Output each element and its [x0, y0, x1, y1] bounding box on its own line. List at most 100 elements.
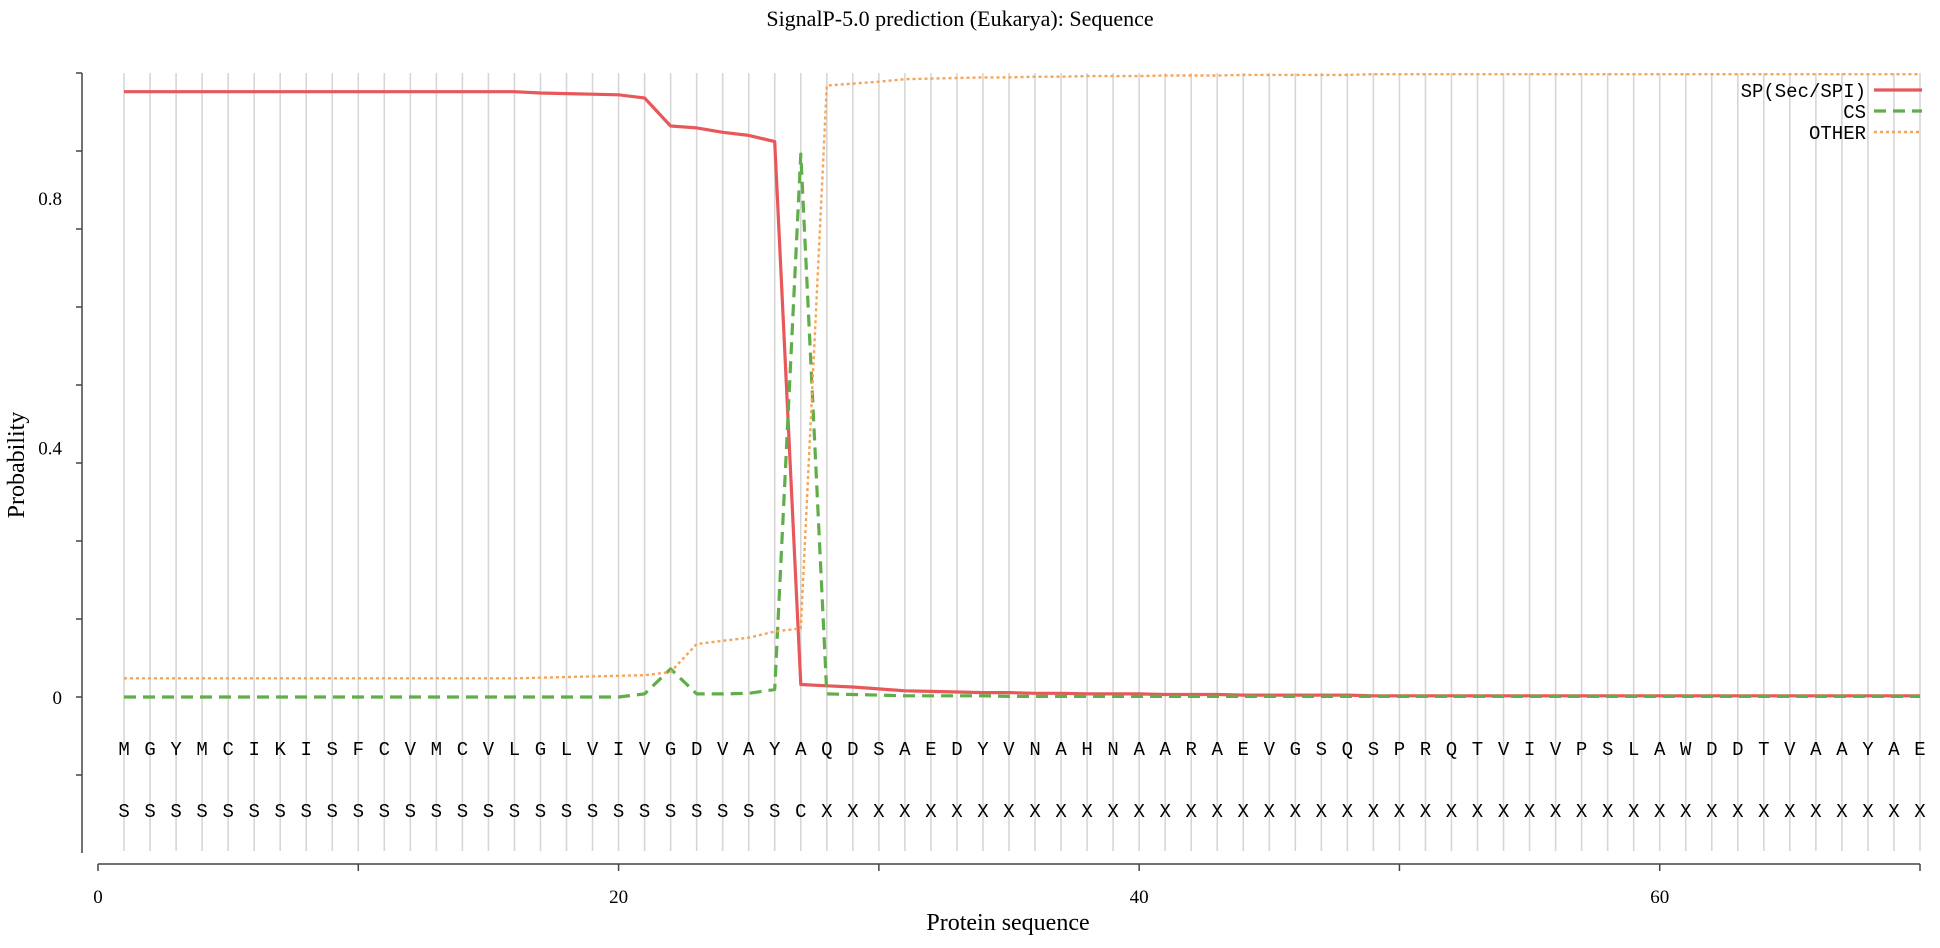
sequence-letter: T: [1472, 739, 1483, 761]
sequence-letter: K: [274, 739, 286, 761]
legend-label: OTHER: [1809, 123, 1866, 145]
y-tick-label: 0: [53, 688, 63, 709]
sequence-letter: V: [639, 739, 651, 761]
annotation-label: S: [665, 801, 676, 823]
annotation-label: X: [925, 801, 937, 823]
annotation-label: S: [717, 801, 728, 823]
sequence-letter: Q: [821, 739, 832, 761]
sequence-letter: C: [379, 739, 390, 761]
annotation-label: X: [1550, 801, 1562, 823]
sequence-letter: A: [899, 739, 911, 761]
sequence-letter: Y: [977, 739, 989, 761]
sequence-letter: A: [1888, 739, 1900, 761]
annotation-label: X: [1368, 801, 1380, 823]
annotation-label: X: [1316, 801, 1328, 823]
annotation-label: S: [431, 801, 442, 823]
annotation-label: X: [951, 801, 963, 823]
annotation-label: S: [248, 801, 259, 823]
series-layer: [124, 72, 1920, 699]
annotation-label: S: [457, 801, 468, 823]
annotation-label: C: [795, 801, 806, 823]
series-line-other: [124, 72, 1920, 680]
annotation-label: X: [1758, 801, 1770, 823]
grid-layer: [123, 73, 1921, 851]
annotation-label: X: [847, 801, 859, 823]
sequence-letter: A: [743, 739, 755, 761]
sequence-letter: G: [144, 739, 155, 761]
annotation-label: X: [1212, 801, 1224, 823]
sequence-letter: E: [925, 739, 936, 761]
x-tick-label: 60: [1650, 887, 1669, 908]
sequence-letter: Y: [769, 739, 781, 761]
sequence-letter: A: [1654, 739, 1666, 761]
annotation-label: S: [535, 801, 546, 823]
sequence-letter: A: [1133, 739, 1145, 761]
annotation-label: X: [1628, 801, 1640, 823]
y-tick-label: 0.4: [38, 438, 62, 459]
x-tick-label: 40: [1130, 887, 1149, 908]
sequence-letter: I: [301, 739, 312, 761]
annotation-label: S: [769, 801, 780, 823]
annotation-label: X: [1706, 801, 1718, 823]
sequence-letter: V: [717, 739, 729, 761]
annotation-label: X: [1836, 801, 1848, 823]
sequence-letter: L: [509, 739, 520, 761]
sequence-letter: R: [1185, 739, 1196, 761]
sequence-letter: M: [431, 739, 442, 761]
sequence-letter: V: [1498, 739, 1510, 761]
annotation-label: S: [379, 801, 390, 823]
annotation-label: X: [1264, 801, 1276, 823]
sequence-letter: N: [1107, 739, 1118, 761]
annotation-label: S: [327, 801, 338, 823]
sequence-letter: C: [457, 739, 468, 761]
annotation-label: X: [1810, 801, 1822, 823]
sequence-letter: C: [222, 739, 233, 761]
annotation-label: X: [1446, 801, 1458, 823]
annotation-label: X: [1029, 801, 1041, 823]
sequence-letter: S: [1316, 739, 1327, 761]
annotation-label: X: [1133, 801, 1145, 823]
annotation-label: X: [821, 801, 833, 823]
sequence-letter: A: [1212, 739, 1224, 761]
sequence-letter: I: [1524, 739, 1535, 761]
annotation-label: X: [1576, 801, 1588, 823]
annotation-label: S: [639, 801, 650, 823]
annotation-label: X: [1107, 801, 1119, 823]
chart-title: SignalP-5.0 prediction (Eukarya): Sequen…: [766, 6, 1153, 31]
sequence-letter: V: [483, 739, 495, 761]
annotation-label: X: [1524, 801, 1536, 823]
sequence-letter: D: [1732, 739, 1743, 761]
annotation-label: X: [1888, 801, 1900, 823]
annotation-label: X: [1654, 801, 1666, 823]
sequence-letter: P: [1394, 739, 1405, 761]
sequence-letter: T: [1758, 739, 1769, 761]
annotation-label: S: [561, 801, 572, 823]
sequence-letter: V: [1784, 739, 1796, 761]
legend-label: CS: [1843, 102, 1866, 124]
sequence-letter: A: [1055, 739, 1067, 761]
annotation-label: S: [274, 801, 285, 823]
annotation-label: X: [1055, 801, 1067, 823]
sequence-letter: A: [1810, 739, 1822, 761]
sequence-letter: G: [665, 739, 676, 761]
annotation-label: X: [1420, 801, 1432, 823]
y-axis-label: Probability: [4, 412, 30, 519]
sequence-letter: V: [405, 739, 417, 761]
annotation-label: S: [196, 801, 207, 823]
annotation-label: X: [1290, 801, 1302, 823]
sequence-letter: F: [353, 739, 364, 761]
sequence-letter: W: [1680, 739, 1692, 761]
sequence-letter: L: [561, 739, 572, 761]
annotation-label: X: [977, 801, 989, 823]
sequence-letter: V: [1003, 739, 1015, 761]
x-axis-label: Protein sequence: [926, 910, 1089, 936]
annotation-label: X: [1862, 801, 1874, 823]
sequence-letter: H: [1081, 739, 1092, 761]
sequence-letter: A: [795, 739, 807, 761]
sequence-letter: M: [118, 739, 129, 761]
annotation-label: S: [743, 801, 754, 823]
sequence-letter: D: [951, 739, 962, 761]
